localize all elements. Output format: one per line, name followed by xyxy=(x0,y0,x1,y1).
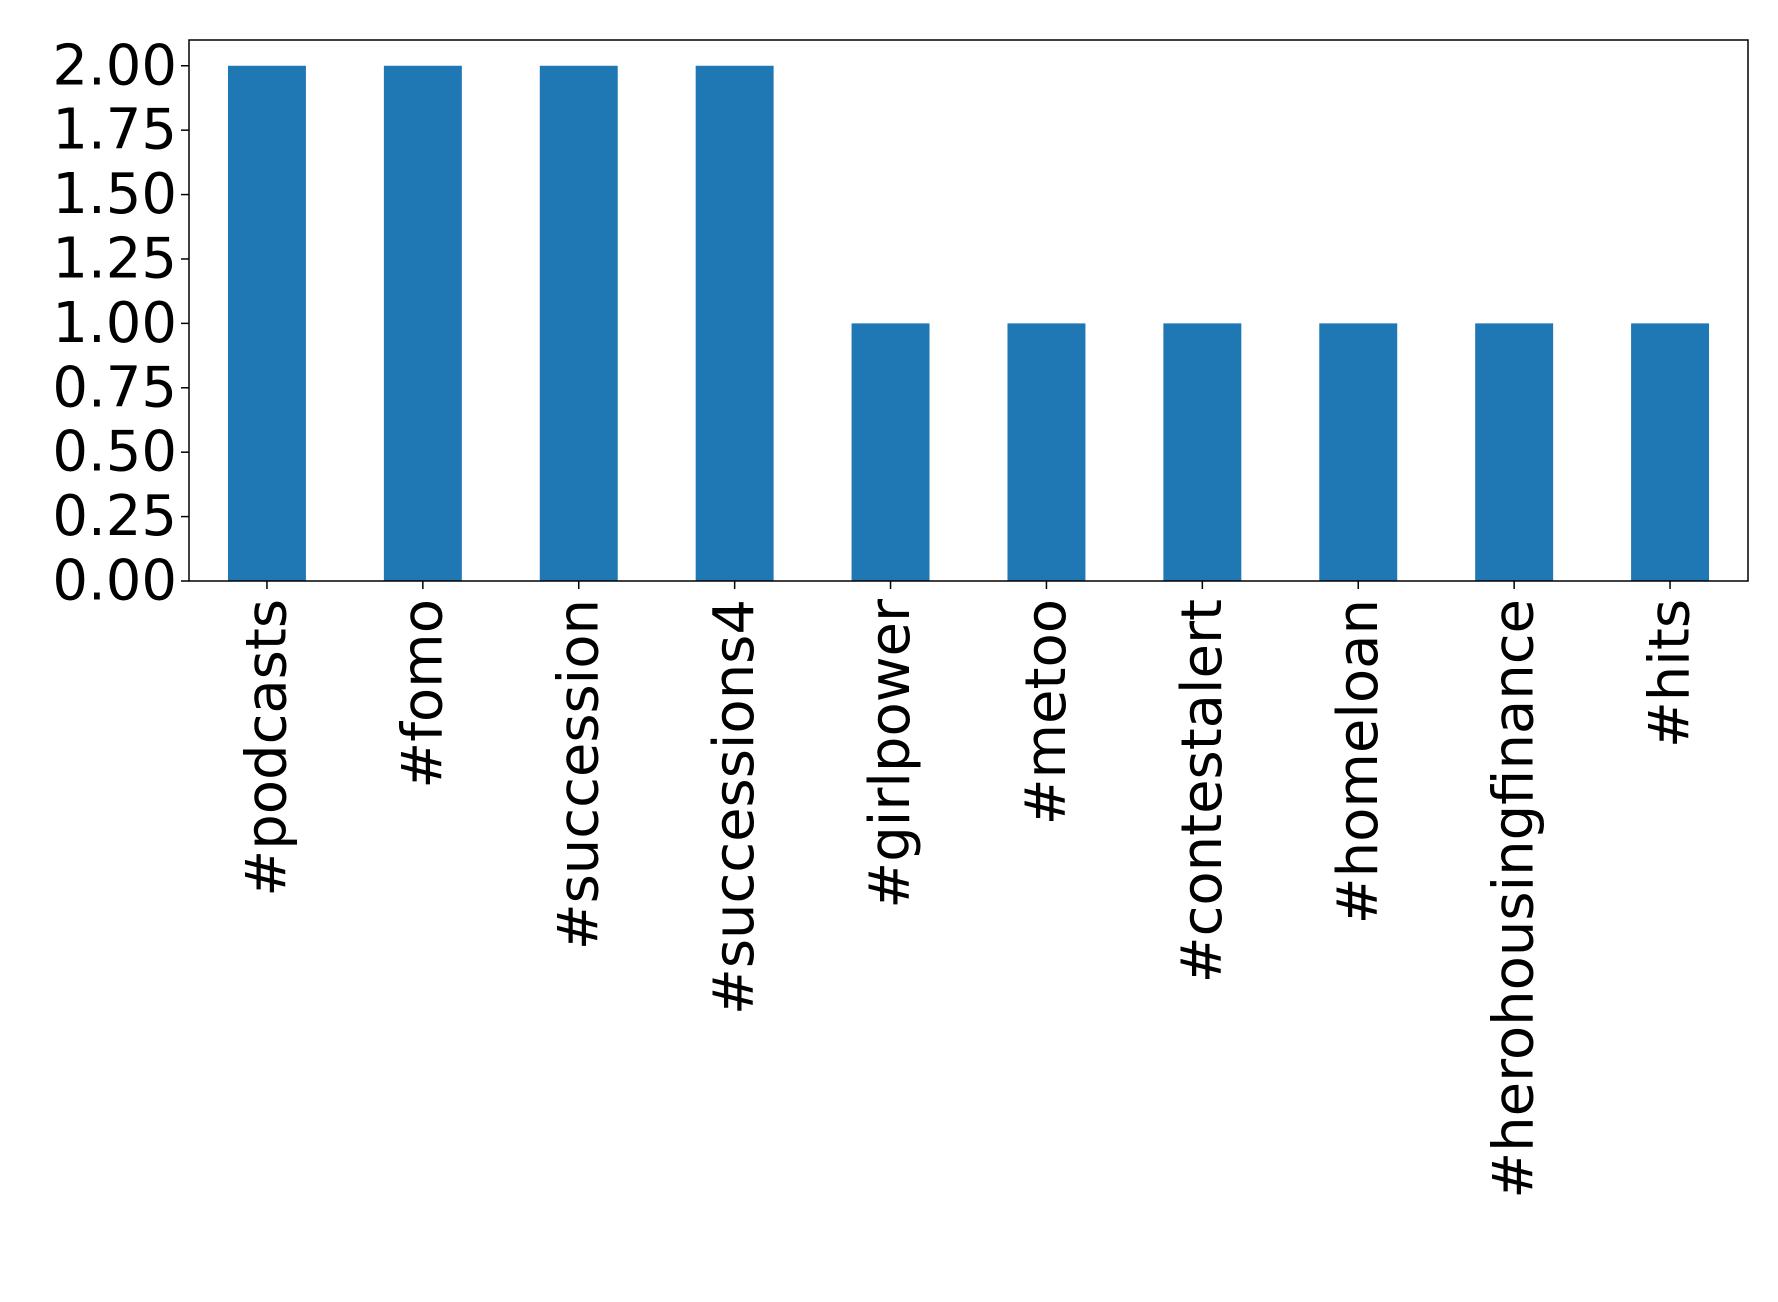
x-tick-label: #metoo xyxy=(1014,599,1079,825)
bar-succession xyxy=(539,65,618,581)
bar-podcasts xyxy=(227,65,306,581)
plot-frame xyxy=(188,39,1749,582)
y-tick-label: 0.25 xyxy=(52,484,177,549)
y-tick-label: 1.00 xyxy=(52,291,177,356)
x-tick-label: #girlpower xyxy=(858,598,923,909)
y-tick-label: 0.00 xyxy=(52,549,177,614)
x-tick-label: #podcasts xyxy=(234,599,299,897)
bar-fomo xyxy=(383,65,462,581)
x-tick-label: #hits xyxy=(1638,599,1703,748)
x-tick-label: #herohousingfinance xyxy=(1482,599,1547,1199)
y-tick-label: 2.00 xyxy=(52,33,177,98)
bar-contestalert xyxy=(1163,323,1242,581)
bar-successions4 xyxy=(695,65,774,581)
bar-hits xyxy=(1631,323,1710,581)
x-tick-label: #contestalert xyxy=(1170,599,1235,983)
bar-girlpower xyxy=(851,323,930,581)
y-tick-label: 1.25 xyxy=(52,226,177,291)
y-tick-label: 1.75 xyxy=(52,98,177,163)
bar-metoo xyxy=(1007,323,1086,581)
y-axis: 0.000.250.500.751.001.251.501.752.00 xyxy=(52,33,189,614)
x-tick-label: #succession xyxy=(546,599,611,950)
bar-homeloan xyxy=(1319,323,1398,581)
y-tick-label: 0.75 xyxy=(52,355,177,420)
bar-herohousingfinance xyxy=(1475,323,1554,581)
x-tick-label: #fomo xyxy=(390,599,455,789)
y-tick-label: 1.50 xyxy=(52,162,177,227)
x-axis: #podcasts #fomo #succession #successions4 #g… xyxy=(234,581,1703,1199)
x-tick-label: #homeloan xyxy=(1326,599,1391,924)
y-tick-label: 0.50 xyxy=(52,420,177,485)
x-tick-label: #successions4 xyxy=(702,599,767,1015)
bars-layer xyxy=(227,65,1710,581)
